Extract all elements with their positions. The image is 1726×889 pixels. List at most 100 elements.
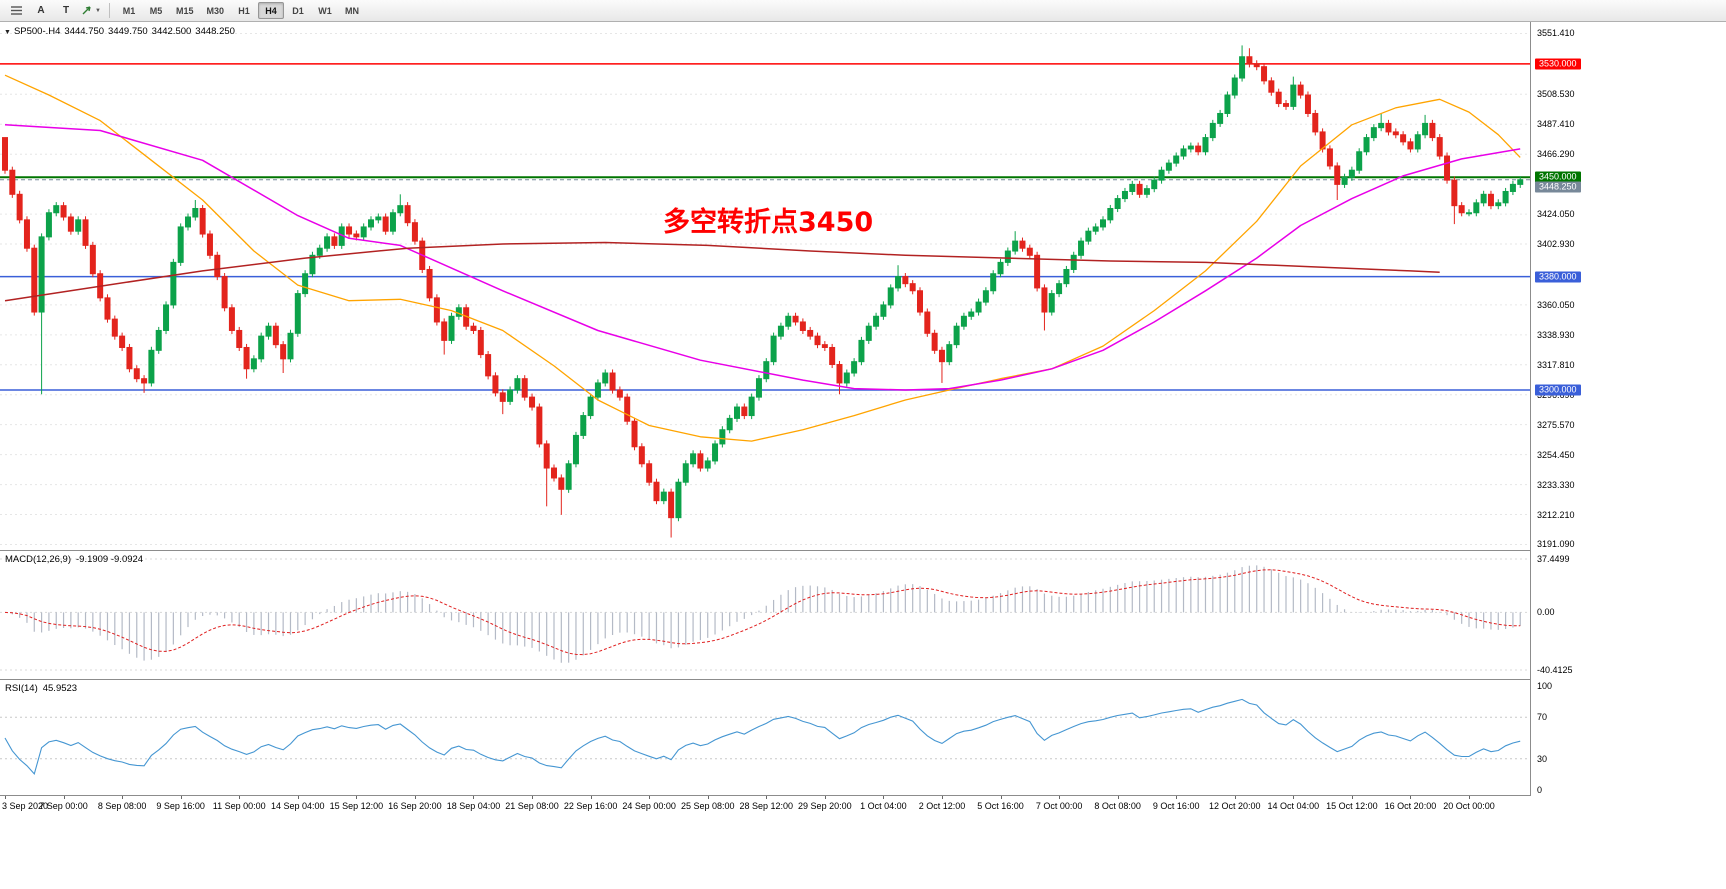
timeframe-buttons-group: M1 M5 M15 M30 H1 H4 D1 W1 MN	[116, 2, 365, 19]
chart-dropdown-icon[interactable]: ▼	[4, 29, 11, 36]
time-label: 20 Oct 00:00	[1443, 801, 1495, 811]
time-tick	[707, 796, 709, 799]
time-label: 21 Sep 08:00	[505, 801, 559, 811]
time-label: 5 Oct 16:00	[977, 801, 1024, 811]
price-tick-label: 3551.410	[1537, 28, 1575, 39]
text-tool-t-icon[interactable]: T	[62, 5, 70, 16]
time-tick	[180, 796, 182, 799]
time-tick	[63, 796, 65, 799]
time-label: 1 Oct 04:00	[860, 801, 907, 811]
macd-panel[interactable]: MACD(12,26,9) -9.1909 -9.0924	[0, 551, 1531, 680]
arrows-tool-icon[interactable]: ▼	[79, 2, 103, 20]
time-tick	[1000, 796, 1002, 799]
time-label: 2 Oct 12:00	[918, 801, 966, 811]
time-label: 15 Sep 12:00	[329, 801, 384, 811]
time-label: 7 Oct 00:00	[1035, 801, 1083, 811]
time-tick	[1176, 796, 1178, 799]
macd-axis-label: 37.4499	[1537, 554, 1570, 564]
time-tick	[5, 796, 6, 799]
toolbar-separator	[109, 3, 110, 18]
timeframe-button-m1[interactable]: M1	[122, 5, 136, 16]
time-tick	[414, 796, 416, 799]
price-tick-label: 3338.930	[1537, 329, 1575, 340]
timeframe-button-w1[interactable]: W1	[318, 5, 332, 16]
ohlc-close: 3448.250	[195, 26, 235, 37]
time-label: 28 Sep 12:00	[739, 801, 794, 811]
time-tick	[1469, 796, 1470, 799]
price-tick-label: 3191.090	[1537, 539, 1575, 550]
price-level-badge: 3450.000	[1535, 171, 1581, 183]
current-price-badge: 3448.250	[1535, 181, 1581, 193]
time-label: 16 Sep 20:00	[388, 801, 442, 811]
time-label: 9 Sep 16:00	[156, 801, 205, 811]
price-axis: 3551.410 3508.530 3487.410 3466.290 3424.050…	[1531, 0, 1726, 889]
time-tick	[590, 796, 592, 799]
time-tick	[122, 796, 124, 799]
time-tick	[883, 796, 885, 799]
time-tick	[941, 796, 943, 799]
time-axis: 3 Sep 2020 7 Sep 00:00 8 Sep 08:00 9 Sep 16…	[0, 796, 1726, 826]
price-axis-separator	[1530, 22, 1531, 796]
time-tick	[1059, 796, 1061, 799]
time-label: 8 Oct 08:00	[1094, 801, 1141, 811]
macd-name: MACD(12,26,9)	[5, 554, 71, 565]
ma-slow-darkred	[4, 241, 1440, 302]
price-tick-label: 3508.530	[1537, 89, 1575, 100]
timeframe-button-m5[interactable]: M5	[149, 5, 163, 16]
time-tick	[356, 796, 358, 799]
time-label: 9 Oct 16:00	[1152, 801, 1200, 811]
time-label: 29 Sep 20:00	[798, 801, 852, 811]
price-tick-label: 3317.810	[1537, 359, 1575, 370]
price-tick-label: 3466.290	[1537, 149, 1575, 160]
time-tick	[532, 796, 534, 799]
time-tick	[473, 796, 475, 799]
toolbar: A T ▼ M1 M5 M15 M30 H1 H4 D1 W1 MN	[0, 0, 1726, 22]
price-level-badge: 3380.000	[1535, 271, 1581, 283]
macd-label: MACD(12,26,9) -9.1909 -9.0924	[5, 554, 148, 565]
timeframe-button-mn[interactable]: MN	[345, 5, 360, 16]
timeframe-button-m30[interactable]: M30	[206, 5, 225, 16]
chart-annotation-text: 多空转折点3450	[663, 207, 874, 238]
timeframe-button-m15[interactable]: M15	[176, 5, 194, 16]
timeframe-button-d1[interactable]: D1	[292, 5, 304, 16]
time-tick	[1234, 796, 1236, 799]
macd-axis-label: 0.00	[1537, 607, 1555, 618]
time-tick	[824, 796, 826, 799]
text-tool-a-icon[interactable]: A	[37, 5, 45, 16]
rsi-name: RSI(14)	[5, 683, 38, 694]
price-tick-label: 3424.050	[1537, 209, 1575, 220]
ohlc-low: 3442.500	[151, 26, 192, 37]
time-label: 7 Sep 00:00	[39, 801, 88, 811]
price-tick-label: 3360.050	[1537, 299, 1575, 310]
time-label: 12 Oct 20:00	[1208, 801, 1261, 811]
rsi-label: RSI(14) 45.9523	[5, 683, 82, 694]
line-studies-icon[interactable]	[4, 2, 28, 20]
time-tick	[297, 796, 299, 799]
timeframe-button-h1[interactable]: H1	[238, 5, 250, 16]
main-chart-panel[interactable]: ▼ SP500-.H4 3444.750 3449.750 3442.500 3448.2…	[0, 22, 1531, 551]
chart-ohlc-title: ▼ SP500-.H4 3444.750 3449.750 3442.500 3448.2…	[4, 26, 239, 37]
rsi-axis-label: 100	[1537, 681, 1553, 691]
time-label: 14 Sep 04:00	[271, 801, 325, 811]
time-label: 8 Sep 08:00	[97, 801, 147, 811]
rsi-value: 45.9523	[42, 683, 78, 694]
price-tick-label: 3254.450	[1537, 449, 1575, 460]
price-tick-label: 3487.410	[1537, 119, 1575, 130]
timeframe-button-h4[interactable]: H4	[258, 2, 285, 19]
price-tick-label: 3402.930	[1537, 239, 1575, 250]
time-tick	[1117, 796, 1119, 799]
price-tick-label: 3212.210	[1537, 509, 1575, 520]
time-label: 16 Oct 20:00	[1384, 801, 1437, 811]
time-tick	[1410, 796, 1412, 799]
ma-mid-magenta	[4, 124, 1521, 391]
time-tick	[1351, 796, 1353, 799]
time-tick	[649, 796, 651, 799]
rsi-panel[interactable]: RSI(14) 45.9523	[0, 680, 1531, 796]
time-tick	[239, 796, 241, 799]
rsi-axis-label: 70	[1537, 712, 1548, 723]
time-label: 22 Sep 16:00	[563, 801, 618, 811]
time-label: 11 Sep 00:00	[212, 801, 266, 811]
price-level-badge: 3530.000	[1535, 58, 1581, 70]
price-tick-label: 3233.330	[1537, 479, 1575, 490]
ma-fast-orange	[4, 74, 1521, 442]
